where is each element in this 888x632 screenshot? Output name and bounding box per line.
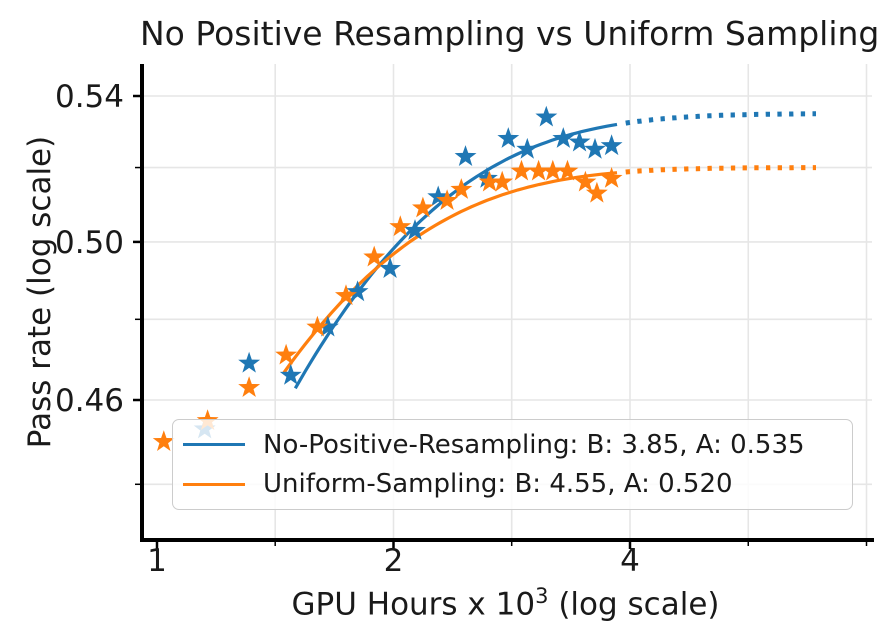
data-point-star xyxy=(541,159,564,181)
legend-entry-no-positive-resampling: No-Positive-Resampling: B: 3.85, A: 0.53… xyxy=(183,430,852,460)
data-point-star xyxy=(516,137,539,159)
x-tick-label: 2 xyxy=(384,543,404,579)
y-tick-label: 0.50 xyxy=(55,225,124,261)
data-point-star xyxy=(556,159,579,181)
data-point-star xyxy=(316,315,339,337)
fit-curve-dotted-extrapolation xyxy=(625,111,816,126)
data-point-star xyxy=(454,145,477,166)
data-point-star xyxy=(497,127,520,148)
legend: No-Positive-Resampling: B: 3.85, A: 0.53… xyxy=(172,419,853,510)
data-point-star xyxy=(152,430,175,451)
legend-label-no-positive-resampling: No-Positive-Resampling: B: 3.85, A: 0.53… xyxy=(263,429,805,460)
chart-title: No Positive Resampling vs Uniform Sampli… xyxy=(140,14,880,53)
data-point-star xyxy=(491,170,514,192)
data-point-star xyxy=(535,105,558,127)
data-point-star xyxy=(568,130,591,152)
data-point-star xyxy=(279,363,302,385)
x-axis-label-prefix: GPU Hours x 10 xyxy=(291,586,536,623)
x-tick-label: 4 xyxy=(620,543,640,579)
data-point-star xyxy=(574,170,597,192)
data-point-star xyxy=(584,137,606,159)
data-point-star xyxy=(427,185,450,207)
data-point-star xyxy=(363,245,386,267)
legend-entry-uniform-sampling: Uniform-Sampling: B: 4.55, A: 0.520 xyxy=(183,469,852,499)
data-point-star xyxy=(478,170,501,192)
x-axis-label-exponent: 3 xyxy=(535,584,549,608)
x-axis-label: GPU Hours x 103 (log scale) xyxy=(137,584,874,622)
data-point-star xyxy=(335,284,357,306)
data-point-star xyxy=(450,178,473,199)
data-point-star xyxy=(552,127,575,148)
data-point-star xyxy=(306,315,329,337)
data-point-star xyxy=(585,181,608,203)
data-point-star xyxy=(436,189,458,210)
data-point-star xyxy=(600,167,623,188)
data-point-star xyxy=(238,376,261,397)
data-point-star xyxy=(476,167,498,188)
fit-curve-dotted-extrapolation xyxy=(625,165,816,175)
x-axis-label-suffix: (log scale) xyxy=(548,586,720,623)
data-point-star xyxy=(238,351,261,373)
data-point-star xyxy=(404,219,426,240)
data-point-star xyxy=(510,159,533,181)
x-tick-label: 1 xyxy=(147,543,167,579)
data-point-star xyxy=(275,343,298,365)
y-tick-label: 0.54 xyxy=(55,79,124,115)
legend-label-uniform-sampling: Uniform-Sampling: B: 4.55, A: 0.520 xyxy=(263,469,733,500)
data-point-star xyxy=(412,196,434,218)
data-point-star xyxy=(379,257,401,278)
y-tick-label: 0.46 xyxy=(55,383,124,419)
data-point-star xyxy=(389,215,412,237)
data-point-star xyxy=(346,280,369,302)
data-point-star xyxy=(527,159,550,181)
data-point-star xyxy=(600,134,623,156)
legend-line-blue xyxy=(183,442,245,447)
legend-line-orange xyxy=(183,482,245,487)
y-axis-label: Pass rate (log scale) xyxy=(22,135,58,449)
